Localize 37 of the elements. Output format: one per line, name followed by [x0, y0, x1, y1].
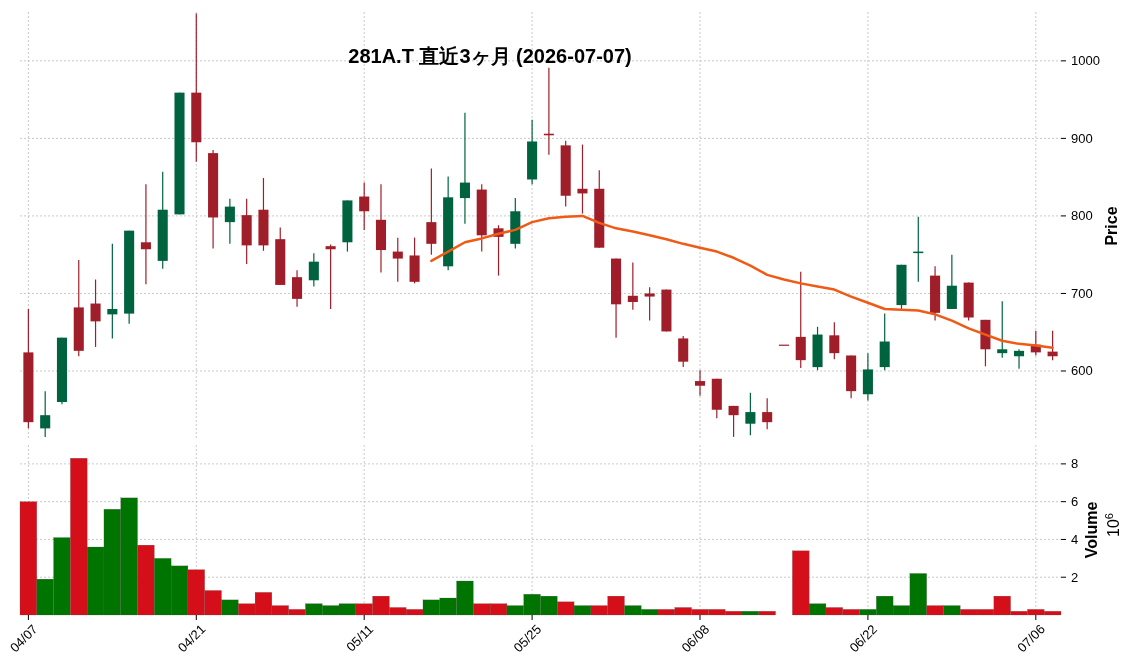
y-axis-title: Volume	[1083, 501, 1100, 559]
y-axis-title: Price	[1103, 206, 1120, 246]
text: 281A.T 直近3ヶ月 (2026-07-07)	[348, 45, 632, 67]
candlestick	[577, 143, 588, 215]
candlestick	[392, 237, 403, 283]
y-tick-label: 2	[1071, 569, 1079, 585]
candlestick	[308, 252, 319, 288]
candlestick	[459, 112, 470, 225]
candlestick	[644, 286, 655, 322]
candlestick	[1013, 348, 1025, 370]
candlestick	[728, 405, 739, 438]
candlestick	[829, 321, 840, 360]
y-tick-label: 1000	[1071, 53, 1100, 69]
y-tick-label: 4	[1071, 531, 1079, 547]
candlestick	[140, 183, 151, 285]
candlestick	[627, 261, 638, 311]
candlestick	[292, 269, 303, 308]
candlestick	[224, 198, 235, 245]
candlestick	[678, 335, 689, 368]
candlestick	[359, 181, 370, 231]
candlestick	[745, 392, 756, 436]
y-tick-label: 700	[1071, 285, 1093, 301]
candlestick	[694, 369, 706, 397]
candlestick	[762, 397, 773, 430]
y-tick-label: 8	[1071, 456, 1079, 472]
candlestick	[997, 300, 1008, 359]
candlestick	[325, 244, 336, 310]
y-tick-label: 6	[1071, 494, 1079, 510]
candlestick	[795, 271, 806, 369]
candlestick	[40, 390, 51, 438]
y-tick-label: 600	[1071, 363, 1093, 379]
candlestick	[946, 254, 957, 310]
y-tick-label: 900	[1071, 130, 1093, 146]
y-tick-label: 800	[1071, 208, 1093, 224]
candlestick	[426, 168, 437, 256]
candlestick	[107, 243, 118, 340]
candlestick	[90, 278, 101, 348]
